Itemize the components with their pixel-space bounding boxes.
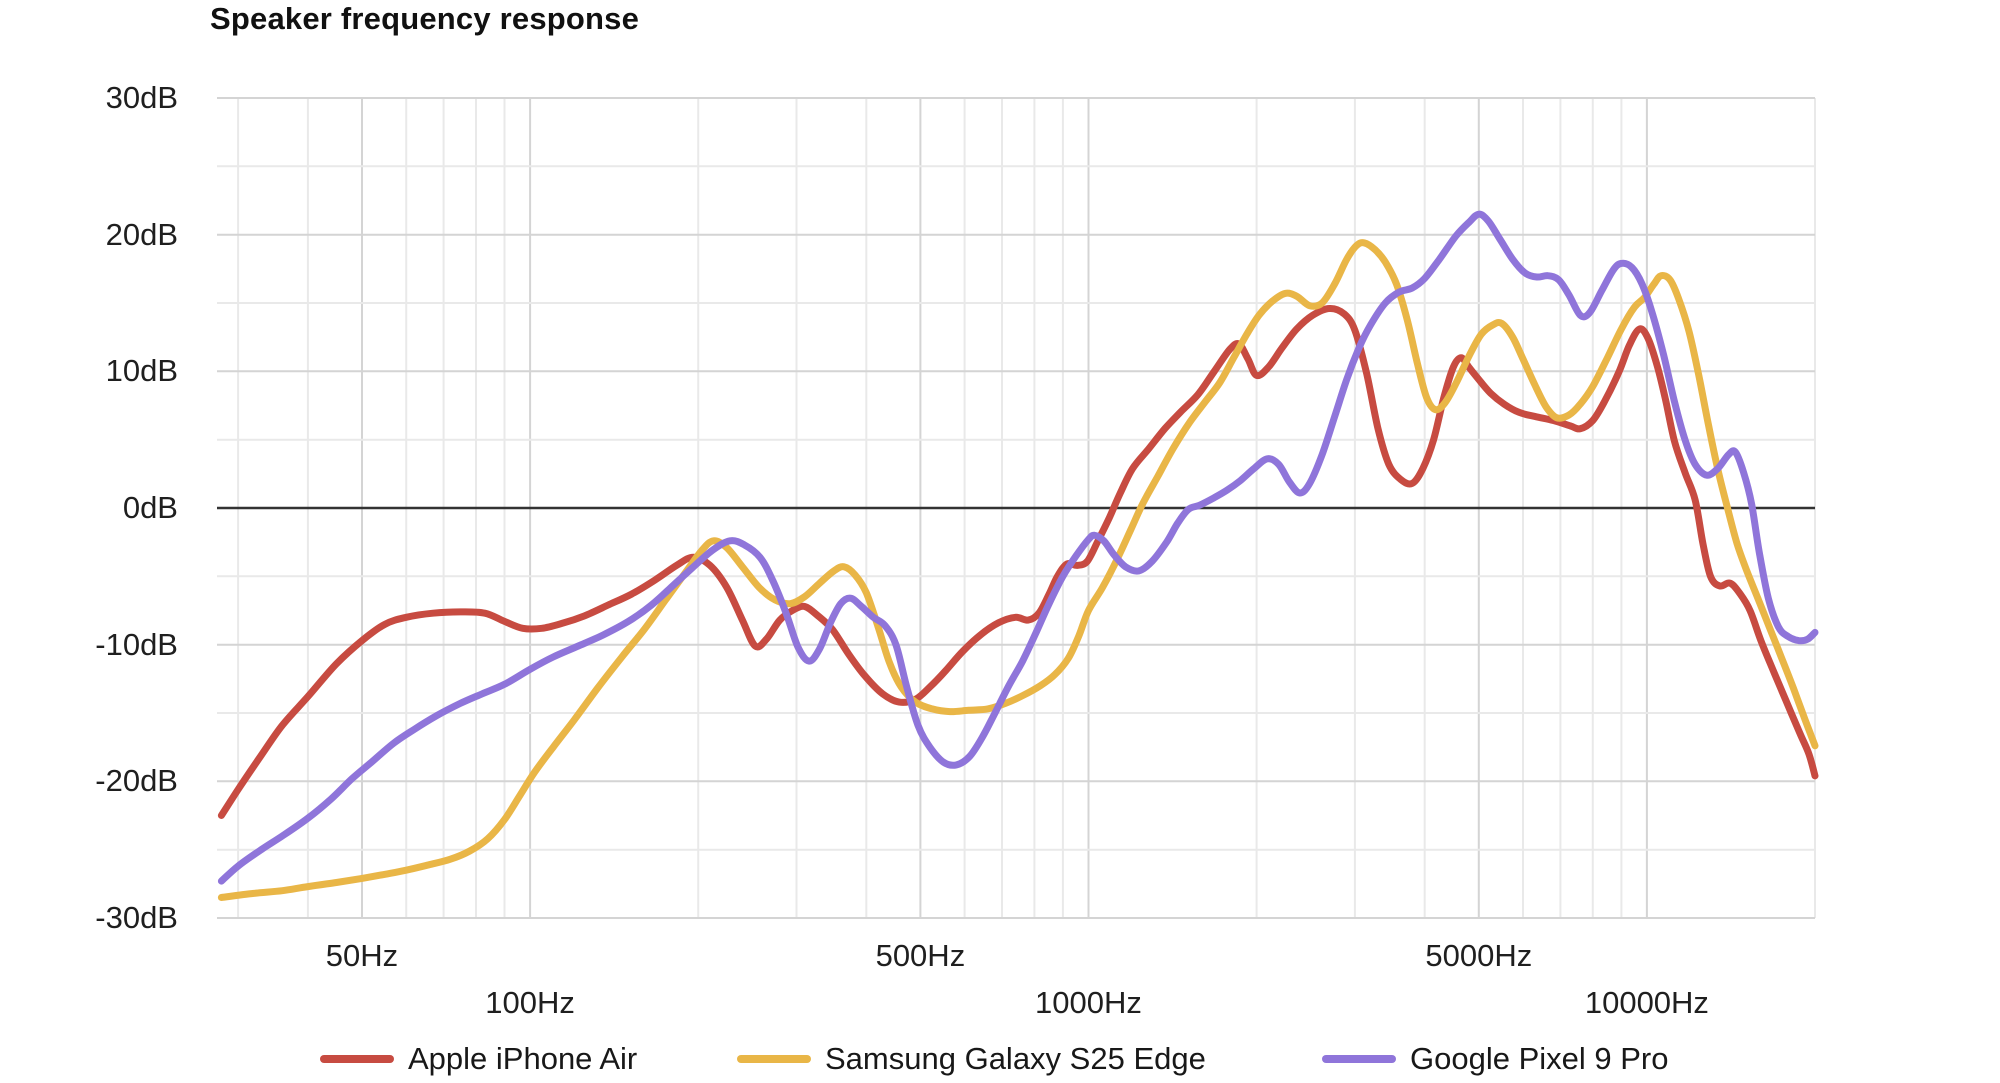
legend-item-apple-iphone-air: Apple iPhone Air: [320, 1040, 637, 1078]
x-axis-label-100hz: 100Hz: [485, 985, 575, 1020]
y-axis-label-10db: 10dB: [105, 353, 178, 389]
y-axis-label-20db: 20dB: [105, 216, 178, 252]
x-axis-label-10000hz: 10000Hz: [1584, 985, 1709, 1020]
horizontal-gridlines: [217, 97, 1815, 919]
y-axis-label-0db: 0dB: [122, 490, 178, 525]
x-axis-label-50hz: 50Hz: [325, 938, 399, 973]
chart-legend: Apple iPhone Air Samsung Galaxy S25 Edge G…: [0, 1040, 2000, 1080]
series-line-samsung-galaxy-s25-edge: [217, 239, 1819, 901]
series-line-google-pixel-9-pro: [217, 210, 1819, 885]
x-axis-label-1000hz: 1000Hz: [1035, 985, 1142, 1020]
legend-swatch: [320, 1055, 394, 1063]
legend-swatch: [737, 1055, 811, 1063]
legend-item-samsung-galaxy-s25-edge: Samsung Galaxy S25 Edge: [737, 1040, 1206, 1078]
series-lines: [217, 210, 1819, 901]
series-line-apple-iphone-air: [217, 304, 1819, 819]
y-axis-label-30db: 30dB: [105, 80, 178, 115]
legend-label: Samsung Galaxy S25 Edge: [825, 1041, 1206, 1076]
legend-swatch: [1322, 1055, 1396, 1063]
chart-title: Speaker frequency response: [210, 1, 640, 36]
legend-item-google-pixel-9-pro: Google Pixel 9 Pro: [1322, 1040, 1668, 1078]
legend-label: Apple iPhone Air: [408, 1041, 638, 1076]
x-axis-label-500hz: 500Hz: [875, 938, 966, 973]
x-axis-label-5000hz: 5000Hz: [1425, 938, 1533, 973]
legend-label: Google Pixel 9 Pro: [1410, 1041, 1669, 1076]
y-axis-label--30db: -30dB: [95, 900, 178, 935]
y-axis-label--10db: -10dB: [95, 626, 178, 662]
y-axis-label--20db: -20dB: [95, 763, 178, 799]
